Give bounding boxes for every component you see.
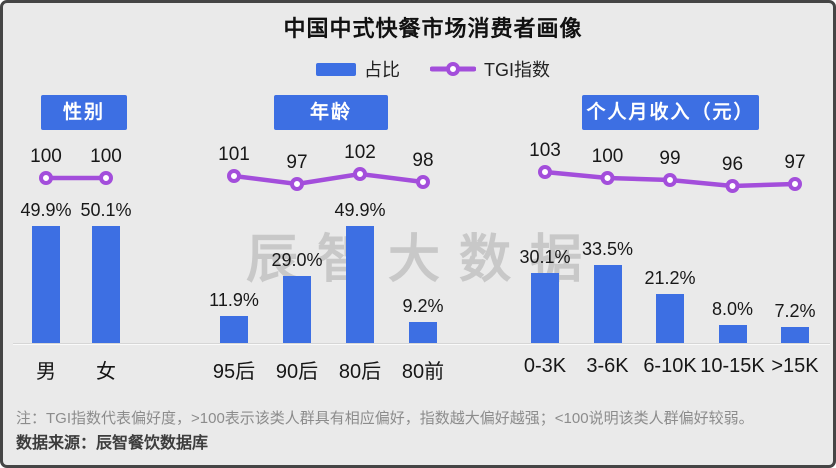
tgi-label-女: 100 [90, 146, 122, 167]
category-label-女: 女 [96, 361, 116, 383]
bar-6-10K [656, 293, 684, 344]
bar-男 [32, 226, 60, 344]
bar-0-3K [531, 272, 559, 344]
bar-80前 [409, 322, 437, 344]
data-source: 数据来源：辰智餐饮数据库 [16, 435, 209, 452]
value-label-10-15K: 8.0% [711, 299, 754, 320]
tgi-marker-80后 [353, 167, 367, 181]
value-label-6-10K: 21.2% [644, 267, 696, 288]
section-header-2: 年龄 [274, 95, 388, 130]
value-label-0-3K: 30.1% [519, 246, 571, 267]
bar-10-15K [718, 325, 747, 344]
value-label-90后: 29.0% [271, 249, 323, 270]
tgi-label-90后: 97 [286, 152, 308, 173]
tgi-label-3-6K: 100 [591, 146, 624, 167]
line-marker-icon [430, 62, 476, 76]
category-label-10-15K: 10-15K [700, 355, 765, 377]
footnote: 注：TGI指数代表偏好度，>100表示该类人群具有相应偏好，指数越大偏好越强；<… [16, 410, 754, 427]
tgi-label-80前: 98 [412, 150, 434, 171]
category-label-3-6K: 3-6K [586, 355, 629, 377]
tgi-label-男: 100 [30, 146, 62, 167]
tgi-label-6-10K: 99 [659, 148, 681, 169]
value-label-95后: 11.9% [209, 289, 259, 310]
tgi-marker-90后 [290, 177, 304, 191]
tgi-marker-95后 [227, 169, 241, 183]
category-label-80前: 80前 [401, 361, 445, 383]
legend: 占比 TGI指数 [33, 56, 833, 82]
value-label-男: 49.9% [20, 200, 72, 221]
tgi-marker-3-6K [600, 171, 615, 185]
tgi-marker-6-10K [663, 173, 677, 187]
legend-share-label: 占比 [364, 60, 400, 80]
value-label-3-6K: 33.5% [581, 238, 634, 259]
tgi-marker-男 [39, 171, 53, 185]
tgi-marker-0-3K [538, 165, 552, 179]
category-label-6-10K: 6-10K [643, 355, 697, 377]
bar-swatch-icon [316, 62, 356, 76]
bar-3-6K [593, 264, 622, 344]
value-label-80后: 49.9% [334, 200, 386, 221]
value-label-80前: 9.2% [402, 296, 444, 317]
legend-tgi-label: TGI指数 [484, 60, 550, 80]
tgi-label-10-15K: 96 [721, 154, 744, 175]
chart-title: 中国中式快餐市场消费者画像 [283, 16, 583, 41]
tgi-marker->15K [788, 177, 802, 191]
tgi-label->15K: 97 [784, 152, 806, 173]
tgi-marker-80前 [416, 175, 430, 189]
tgi-label-0-3K: 103 [529, 140, 561, 161]
section-header-3: 个人月收入（元） [582, 95, 759, 130]
category-label-男: 男 [36, 361, 56, 383]
bar->15K [781, 327, 809, 344]
bar-90后 [283, 275, 311, 344]
category-label-0-3K: 0-3K [523, 355, 567, 377]
value-label-女: 50.1% [80, 199, 132, 220]
category-label-80后: 80后 [338, 361, 382, 383]
tgi-line-group-2 [231, 171, 426, 187]
bar-女 [92, 225, 120, 344]
tgi-marker-女 [99, 171, 113, 185]
x-axis-line [13, 343, 830, 345]
section-header-1: 性别 [41, 95, 127, 130]
tgi-label-80后: 102 [344, 142, 376, 163]
category-label-95后: 95后 [212, 361, 256, 383]
category-label->15K: >15K [771, 355, 819, 377]
legend-item-share: 占比 [316, 56, 400, 82]
tgi-label-95后: 101 [218, 144, 250, 165]
chart-stage: 性别 49.9% 男 100 50.1% 女 100 年龄 11.9% 95后 101 29.0% 90… [3, 3, 833, 465]
bar-95后 [220, 315, 248, 344]
tgi-line-chart [39, 165, 802, 193]
bar-80后 [346, 226, 374, 344]
legend-item-tgi: TGI指数 [430, 56, 550, 82]
tgi-marker-10-15K [725, 179, 740, 193]
value-label->15K: 7.2% [774, 301, 816, 321]
category-label-90后: 90后 [275, 361, 319, 383]
